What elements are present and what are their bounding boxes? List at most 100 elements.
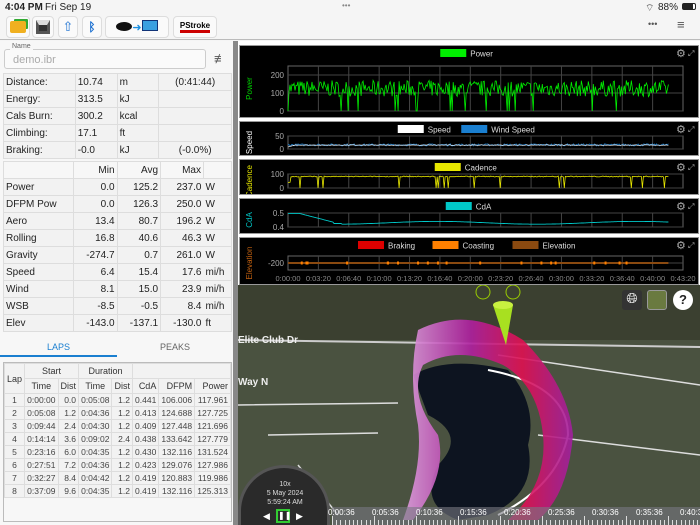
legend-swatch	[445, 202, 472, 210]
lap-row[interactable]: 6 0:27:51 7.2 0:04:36 1.2 0.423 129.076 127.986	[3, 458, 231, 472]
lap-cell: 0.423	[131, 458, 160, 472]
lap-cell: 8	[3, 484, 26, 498]
stats-cell: W	[203, 178, 232, 196]
summary-extra	[158, 124, 232, 142]
stats-cell: 261.0	[160, 246, 204, 264]
save-icon	[36, 20, 50, 34]
timeline-scrubber[interactable]: 0:00:36 0:05:36 0:10:36 0:15:36 0:20:36 0:25:…	[328, 507, 700, 525]
summary-unit: kJ	[116, 141, 160, 159]
chart-panel-elevation[interactable]: Braking Coasting Elevation ⚙ ⤢ -200 Elevation 0…	[239, 237, 699, 285]
legend-label: Elevation	[543, 242, 576, 251]
pause-button[interactable]: ❚❚	[276, 509, 291, 523]
y-axis-label: Cadence	[245, 164, 254, 194]
coasting-mark	[306, 261, 309, 265]
lap-row[interactable]: 2 0:05:08 1.2 0:04:36 1.2 0.413 124.688 127.725	[3, 406, 231, 420]
x-tick-label: 0:13:20	[397, 274, 422, 283]
settings-gear-icon[interactable]: ⚙	[676, 240, 686, 252]
timeline-tick	[621, 520, 623, 525]
lap-row[interactable]: 8 0:37:09 9.6 0:04:35 1.2 0.419 132.116 125.313	[3, 484, 231, 498]
summary-extra	[158, 90, 232, 108]
plot-frame	[287, 212, 684, 228]
stats-cell: 46.3	[160, 229, 204, 247]
summary-extra: (0:41:44)	[158, 73, 232, 91]
timeline-tick	[332, 516, 333, 525]
y-axis-label: Elevation	[245, 247, 254, 280]
expand-icon[interactable]: ⤢	[687, 202, 694, 211]
tab-laps[interactable]: LAPS	[0, 337, 117, 357]
map-layer-button[interactable]	[647, 290, 667, 310]
tab-peaks[interactable]: PEAKS	[159, 342, 190, 352]
map-view[interactable]: Elite Club Dr Way N 🌐︎ ? 10x 5 May 2024 …	[238, 285, 700, 525]
settings-gear-icon[interactable]: ⚙	[676, 201, 686, 213]
stats-cell: W	[203, 195, 232, 213]
lap-row[interactable]: 1 0:00:00 0.0 0:05:08 1.2 0.441 106.006 117.961	[3, 393, 231, 407]
settings-gear-icon[interactable]: ⚙	[676, 124, 686, 136]
step-back-button[interactable]: ◀	[263, 511, 270, 521]
lap-cell: 6.0	[57, 445, 80, 459]
lap-cell: 1.2	[111, 484, 133, 498]
lap-row[interactable]: 4 0:14:14 3.6 0:09:02 2.4 0.438 133.642 127.779	[3, 432, 231, 446]
legend-swatch	[461, 125, 488, 133]
summary-label: Braking:	[3, 141, 76, 159]
settings-gear-icon[interactable]: ⚙	[676, 48, 686, 60]
lap-cell: 0.409	[131, 419, 160, 433]
x-tick-label: 0:20:00	[458, 274, 483, 283]
more-icon[interactable]: •••	[648, 19, 658, 29]
chart-panel-speed[interactable]: Speed Wind Speed ⚙ ⤢ 0 50 Speed	[239, 121, 699, 156]
expand-icon[interactable]: ⤢	[687, 125, 694, 134]
legend-label: Wind Speed	[491, 126, 535, 135]
globe-icon: 🌐︎	[626, 290, 638, 306]
stats-cell: Aero	[3, 212, 74, 230]
stats-row: Aero 13.4 80.7 196.2 W	[3, 212, 232, 230]
split-divider[interactable]	[233, 41, 238, 525]
multitask-dots[interactable]: •••	[342, 1, 351, 10]
summary-row: Distance: 10.74 m (0:41:44)	[3, 73, 232, 91]
stats-table: Min Avg Max Power 0.0 125.2 237.0 W DFPM Pow 0.0 1…	[3, 161, 232, 332]
timeline-tick	[600, 520, 602, 525]
timeline-tick	[487, 520, 489, 525]
x-tick-label: 0:06:40	[336, 274, 361, 283]
stats-cell: W	[203, 246, 232, 264]
lap-row[interactable]: 7 0:32:27 8.4 0:04:42 1.2 0.419 120.883 119.986	[3, 471, 231, 485]
help-button[interactable]: ?	[673, 290, 693, 310]
name-field[interactable]: demo.ibr	[4, 49, 206, 69]
lap-cell: 0:05:08	[78, 393, 113, 407]
lap-row[interactable]: 3 0:09:44 2.4 0:04:30 1.2 0.409 127.448 121.696	[3, 419, 231, 433]
globe-button[interactable]: 🌐︎	[622, 290, 642, 310]
y-tick-label: 50	[275, 132, 284, 141]
open-button[interactable]	[6, 16, 30, 38]
settings-gear-icon[interactable]: ⚙	[676, 162, 686, 174]
lap-row[interactable]: 5 0:23:16 6.0 0:04:35 1.2 0.430 132.116 131.524	[3, 445, 231, 459]
coasting-mark	[386, 261, 389, 265]
lap-cell: 0:00:00	[24, 393, 59, 407]
share-button[interactable]: ⇧	[58, 16, 78, 38]
expand-icon[interactable]: ⤢	[687, 163, 694, 172]
chart-panel-power[interactable]: Power ⚙ ⤢ 0 100 200 Power	[239, 45, 699, 118]
coasting-mark	[396, 261, 399, 265]
timeline-tick	[609, 520, 611, 525]
sensor-connect-button[interactable]: ➜	[105, 16, 169, 38]
chart-panel-cda[interactable]: CdA ⚙ ⤢ 0.4 0.5 CdA	[239, 198, 699, 234]
y-tick-label: 0.5	[273, 209, 285, 218]
edit-list-icon[interactable]: ≢	[214, 51, 227, 66]
lap-cell: 124.688	[158, 406, 196, 420]
chart-panel-cadence[interactable]: Cadence ⚙ ⤢ 0 100 Cadence	[239, 159, 699, 197]
step-forward-button[interactable]: ▶	[296, 511, 303, 521]
lap-cell: 127.448	[158, 419, 196, 433]
pstroke-button[interactable]: PStroke	[173, 16, 217, 38]
stats-cell: Elev	[3, 314, 74, 332]
bluetooth-button[interactable]: ᛒ	[82, 16, 102, 38]
coasting-mark	[625, 261, 628, 265]
expand-icon[interactable]: ⤢	[687, 241, 694, 250]
lap-cell: 127.725	[194, 406, 231, 420]
coasting-mark	[520, 261, 523, 265]
timeline-tick	[462, 520, 464, 525]
menu-icon[interactable]: ≡	[677, 17, 685, 32]
save-button[interactable]	[32, 16, 54, 38]
playback-date: 5 May 2024	[266, 490, 304, 497]
summary-table: Distance: 10.74 m (0:41:44) Energy: 313.5 kJ Ca…	[3, 73, 232, 159]
timeline-tick	[500, 516, 501, 525]
playback-speed: 10x	[279, 481, 291, 488]
timeline-label: 0:05:36	[372, 508, 399, 517]
expand-icon[interactable]: ⤢	[687, 49, 694, 58]
